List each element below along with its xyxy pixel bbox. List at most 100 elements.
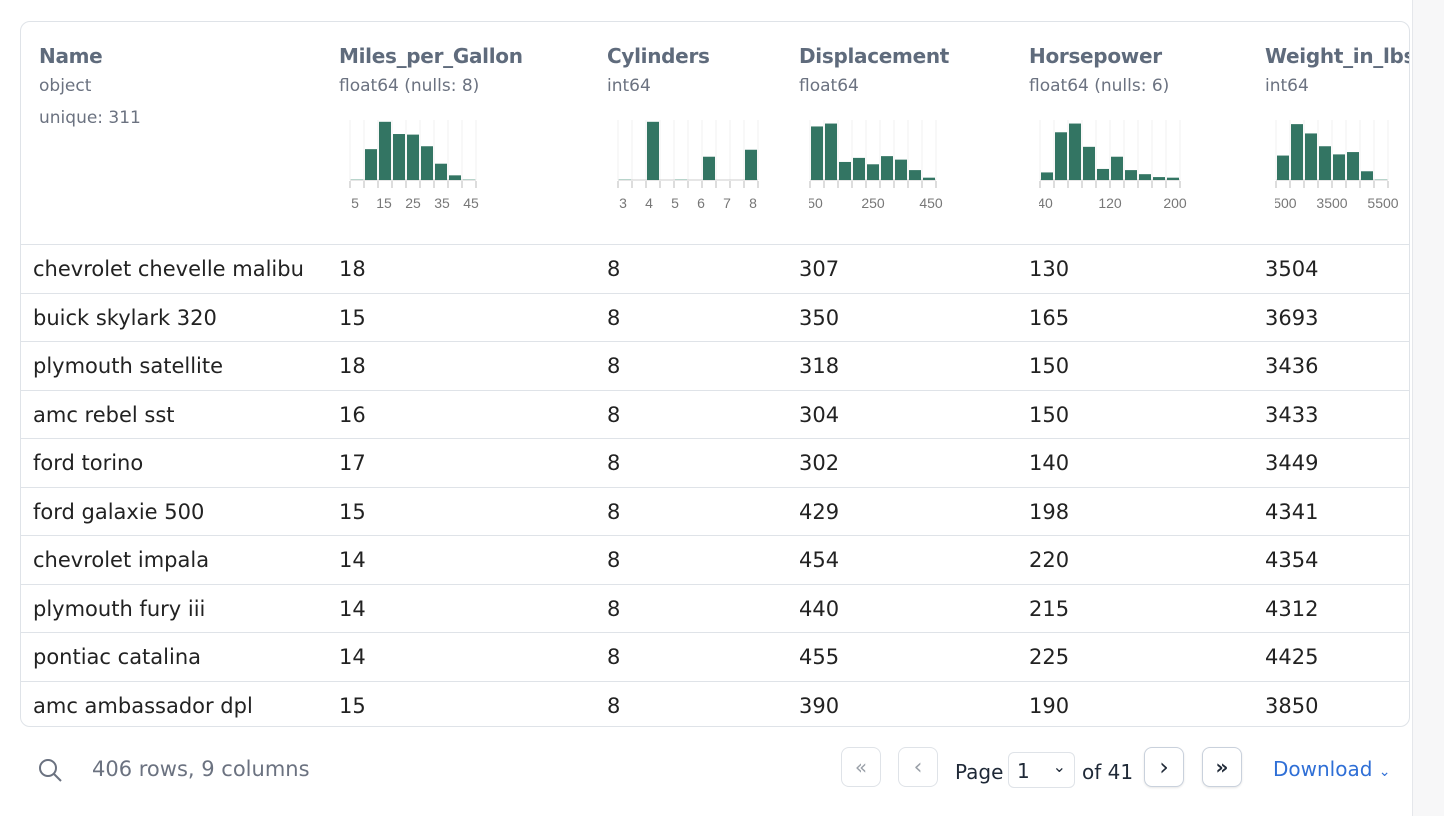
- table-cell: 150: [1029, 354, 1070, 378]
- tick-label: 5500: [1367, 195, 1398, 211]
- column-header-miles_per_gallon[interactable]: Miles_per_Gallon float64 (nulls: 8): [339, 22, 523, 96]
- histogram-bar[interactable]: [909, 170, 921, 180]
- table-cell: 14: [339, 596, 366, 621]
- histogram-bar[interactable]: [619, 179, 631, 180]
- histogram-bar[interactable]: [365, 149, 377, 180]
- histogram-bar[interactable]: [421, 146, 433, 180]
- histogram-bar[interactable]: [703, 156, 715, 180]
- histogram-bar[interactable]: [1083, 146, 1095, 180]
- table-cell: 3504: [1265, 257, 1319, 281]
- table-cell: 165: [1029, 305, 1070, 330]
- histogram: 1500 3500 5500: [1275, 120, 1399, 211]
- first-page-button[interactable]: «: [841, 747, 881, 787]
- tick-label: 50: [809, 195, 823, 211]
- chevron-down-icon: ⌄: [1052, 757, 1066, 776]
- histogram-bar[interactable]: [811, 126, 823, 180]
- column-name: Displacement: [799, 44, 950, 68]
- histogram-bar[interactable]: [1153, 177, 1165, 180]
- table-cell: 8: [607, 499, 621, 524]
- histogram-bar[interactable]: [839, 161, 851, 180]
- tick-label: 120: [1098, 195, 1122, 211]
- last-page-button[interactable]: »: [1202, 747, 1242, 787]
- table-row[interactable]: ford torino 17 8 302 140 3449: [21, 439, 1409, 488]
- table-row[interactable]: ford galaxie 500 15 8 429 198 4341: [21, 488, 1409, 536]
- table-cell: 8: [607, 451, 621, 475]
- histogram-bar[interactable]: [379, 121, 391, 180]
- histogram-bar[interactable]: [1333, 154, 1345, 180]
- histogram-bar[interactable]: [1305, 133, 1317, 180]
- tick-label: 4: [645, 195, 653, 211]
- table-cell: 14: [339, 548, 366, 572]
- table-cell: 3436: [1265, 354, 1319, 378]
- histogram-bar[interactable]: [1139, 174, 1151, 180]
- tick-label: 25: [405, 195, 421, 211]
- histogram-bar[interactable]: [1375, 179, 1387, 180]
- download-button[interactable]: Download ⌄: [1273, 757, 1391, 781]
- table-row[interactable]: plymouth satellite 18 8 318 150 3436: [21, 342, 1409, 391]
- tick-label: 15: [376, 195, 392, 211]
- table-cell: 3693: [1265, 305, 1319, 330]
- histogram-bar[interactable]: [1361, 171, 1373, 180]
- column-header-horsepower[interactable]: Horsepower float64 (nulls: 6): [1029, 22, 1169, 96]
- column-name: Horsepower: [1029, 44, 1162, 68]
- histogram-bar[interactable]: [825, 123, 837, 180]
- table-row[interactable]: amc rebel sst 16 8 304 150 3433: [21, 391, 1409, 439]
- histogram-bar[interactable]: [1069, 123, 1081, 180]
- histogram-bar[interactable]: [895, 159, 907, 180]
- data-table: Name object unique: 311 Miles_per_Gallon f…: [20, 21, 1410, 727]
- histogram-bar[interactable]: [1347, 152, 1359, 180]
- histogram-bar[interactable]: [449, 175, 461, 180]
- table-row[interactable]: amc ambassador dpl 15 8 390 190 3850: [21, 682, 1409, 727]
- histogram-bar[interactable]: [435, 163, 447, 180]
- table-cell: 8: [607, 305, 621, 330]
- table-cell: 8: [607, 402, 621, 427]
- tick-label: 450: [919, 195, 943, 211]
- histogram-bar[interactable]: [351, 179, 363, 180]
- table-cell: 150: [1029, 402, 1070, 427]
- search-icon[interactable]: [36, 756, 64, 788]
- page-select[interactable]: 1 ⌄: [1008, 752, 1075, 788]
- histogram-bar[interactable]: [1111, 156, 1123, 180]
- column-header-cylinders[interactable]: Cylinders int64: [607, 22, 710, 96]
- chevrons-left-icon: «: [854, 755, 868, 779]
- table-cell: plymouth fury iii: [33, 596, 206, 621]
- table-row[interactable]: chevrolet impala 14 8 454 220 4354: [21, 536, 1409, 585]
- table-cell: chevrolet impala: [33, 548, 210, 572]
- histogram-bar[interactable]: [1291, 124, 1303, 180]
- table-row[interactable]: chevrolet chevelle malibu 18 8 307 130 3504: [21, 245, 1409, 294]
- table-cell: 15: [339, 499, 366, 524]
- histogram-bar[interactable]: [393, 134, 405, 180]
- next-page-button[interactable]: ›: [1144, 747, 1184, 787]
- histogram-bar[interactable]: [407, 134, 419, 180]
- histogram-bar[interactable]: [1277, 155, 1289, 180]
- histogram-bar[interactable]: [1097, 168, 1109, 180]
- histogram-bar[interactable]: [923, 177, 935, 180]
- histogram-bar[interactable]: [647, 121, 659, 180]
- chevron-down-icon: ⌄: [1378, 764, 1391, 780]
- table-header: Name object unique: 311 Miles_per_Gallon f…: [21, 22, 1409, 245]
- table-cell: 18: [339, 354, 366, 378]
- table-row[interactable]: plymouth fury iii 14 8 440 215 4312: [21, 585, 1409, 633]
- histogram-bar[interactable]: [675, 179, 687, 180]
- tick-label: 5: [351, 195, 359, 211]
- column-header-weight_in_lbs[interactable]: Weight_in_lbs int64: [1265, 22, 1409, 96]
- column-header-displacement[interactable]: Displacement float64: [799, 22, 949, 96]
- histogram-bar[interactable]: [1125, 170, 1137, 180]
- prev-page-button[interactable]: ‹: [898, 747, 938, 787]
- histogram-bar[interactable]: [881, 156, 893, 180]
- histogram: 3 4 5 6 7 8: [617, 120, 759, 211]
- histogram-bar[interactable]: [867, 164, 879, 180]
- table-cell: 8: [607, 596, 621, 621]
- scrollbar[interactable]: [1412, 0, 1444, 816]
- histogram-bar[interactable]: [463, 179, 475, 180]
- column-header-name[interactable]: Name object unique: 311: [39, 22, 141, 128]
- histogram-bar[interactable]: [1319, 146, 1331, 180]
- table-row[interactable]: buick skylark 320 15 8 350 165 3693: [21, 294, 1409, 342]
- table-row[interactable]: pontiac catalina 14 8 455 225 4425: [21, 633, 1409, 682]
- histogram-bar[interactable]: [745, 149, 757, 180]
- table-cell: buick skylark 320: [33, 305, 217, 330]
- histogram-bar[interactable]: [853, 157, 865, 180]
- histogram-bar[interactable]: [1055, 132, 1067, 180]
- histogram-bar[interactable]: [1167, 177, 1179, 180]
- histogram-bar[interactable]: [1041, 172, 1053, 180]
